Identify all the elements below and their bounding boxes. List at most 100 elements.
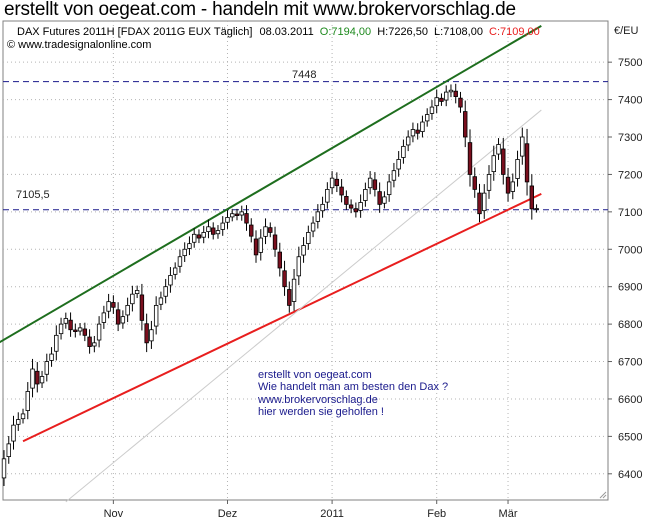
candle-body xyxy=(258,237,263,253)
candle-body xyxy=(115,309,121,325)
candle-body xyxy=(501,148,506,175)
header-date: 08.03.2011 xyxy=(259,26,313,38)
candle-body xyxy=(534,208,539,210)
candle-body xyxy=(524,143,530,183)
candle-body xyxy=(301,245,306,256)
candle-body xyxy=(35,370,40,385)
candle xyxy=(453,83,458,104)
candle xyxy=(120,310,126,329)
candle xyxy=(325,182,330,209)
candle xyxy=(234,208,240,221)
candle xyxy=(420,115,425,138)
candle xyxy=(496,138,501,160)
candle xyxy=(301,237,306,263)
candle xyxy=(310,216,316,238)
candle-body xyxy=(211,227,216,235)
candle xyxy=(73,323,78,338)
candle xyxy=(291,268,297,311)
candle-body xyxy=(263,226,268,237)
trendline-lower-support xyxy=(22,192,542,443)
y-tick-label-7500: 7500 xyxy=(618,57,642,69)
candle-body xyxy=(49,353,54,361)
candle-body xyxy=(458,97,463,108)
candle-body xyxy=(325,188,330,203)
y-tick-label-6900: 6900 xyxy=(618,282,642,294)
candle-body xyxy=(73,329,78,333)
candle-body xyxy=(201,232,206,238)
annotation-line-4: hier werden sie geholfen ! xyxy=(258,406,384,418)
x-axis: Nov Dez 2011 Feb Mär xyxy=(104,500,518,520)
candle xyxy=(172,262,178,280)
header-instrument: DAX Futures 2011H [FDAX 2011G EUX Täglic… xyxy=(17,26,540,38)
candle xyxy=(249,218,254,243)
candle xyxy=(39,370,45,389)
candle xyxy=(11,415,16,450)
candle xyxy=(391,162,397,188)
candle-body xyxy=(96,323,102,341)
header-instrument-name: DAX Futures 2011H [FDAX 2011G EUX Täglic… xyxy=(17,26,252,38)
candle-body xyxy=(244,213,249,224)
candle xyxy=(220,216,225,236)
candle xyxy=(115,302,121,332)
x-tick-label-Nov: Nov xyxy=(104,508,124,520)
candle xyxy=(353,202,359,218)
candle-body xyxy=(20,413,26,420)
candle-body xyxy=(486,174,492,191)
candle xyxy=(6,436,11,464)
y-tick-label-6500: 6500 xyxy=(618,431,642,443)
y-tick-label-7000: 7000 xyxy=(618,244,642,256)
candle xyxy=(296,246,302,286)
annotation-line-1: erstellt von oegeat.com xyxy=(258,369,372,381)
candle-body xyxy=(153,305,159,327)
candle xyxy=(230,208,235,222)
candle-body xyxy=(344,196,349,205)
candle xyxy=(520,127,525,165)
candle xyxy=(58,317,64,340)
candle xyxy=(177,249,183,273)
annotation-box: erstellt von oegeat.com Wie handelt man … xyxy=(257,369,448,418)
candle xyxy=(20,408,26,424)
candle xyxy=(268,222,273,238)
candle-body xyxy=(54,334,59,352)
candle-body xyxy=(429,106,435,114)
candle xyxy=(534,204,539,213)
candle-body xyxy=(172,267,178,275)
candle xyxy=(106,293,111,319)
candle-body xyxy=(144,323,149,344)
candle-body xyxy=(16,419,21,425)
candle xyxy=(225,210,230,229)
candle xyxy=(125,297,130,323)
candle xyxy=(139,283,145,331)
candle xyxy=(367,171,373,195)
candle-body xyxy=(448,89,454,93)
candle-body xyxy=(386,181,392,196)
candle-body xyxy=(410,129,416,137)
candle xyxy=(96,316,102,348)
candle xyxy=(149,320,154,349)
candle xyxy=(344,190,349,210)
candle xyxy=(239,205,244,221)
candle xyxy=(44,353,49,382)
candle-body xyxy=(420,121,425,132)
candle xyxy=(486,165,492,199)
candle-body xyxy=(529,185,535,210)
candle-body xyxy=(234,213,240,216)
candle xyxy=(16,412,21,431)
candle-body xyxy=(6,443,11,457)
candle-body xyxy=(230,213,235,218)
candle xyxy=(467,129,473,187)
candle xyxy=(277,242,282,277)
candle xyxy=(158,291,164,311)
candle-body xyxy=(182,248,187,257)
candle-body xyxy=(196,234,202,239)
candle-body xyxy=(177,256,183,267)
candle-body xyxy=(396,159,401,170)
candle xyxy=(25,382,30,420)
candle xyxy=(111,295,116,314)
candle xyxy=(434,89,439,114)
resize-grip-icon[interactable] xyxy=(599,491,607,499)
y-tick-label-7300: 7300 xyxy=(618,132,642,144)
candle xyxy=(405,130,411,152)
candle-body xyxy=(239,211,244,216)
